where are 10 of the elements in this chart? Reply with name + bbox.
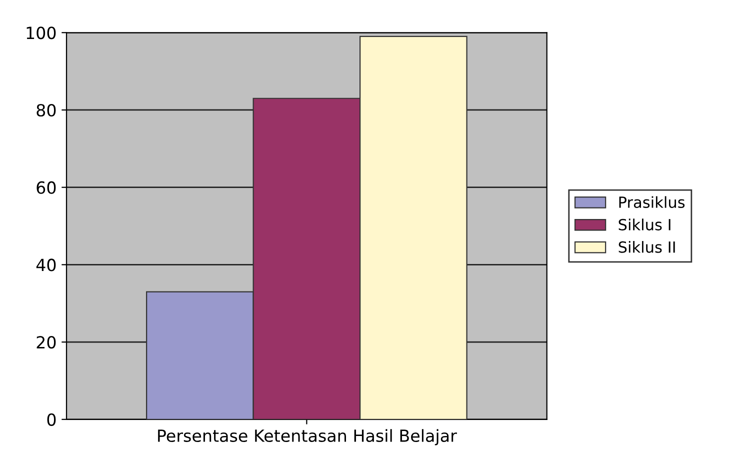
- y-tick-label: 40: [36, 258, 56, 272]
- legend-label: Prasiklus: [619, 196, 685, 208]
- y-tick-label: 0: [47, 413, 56, 426]
- legend-label: Siklus II: [618, 241, 675, 253]
- y-tick-label: 80: [36, 104, 56, 117]
- y-tick-label: 60: [36, 181, 56, 194]
- legend-label: Siklus I: [618, 218, 670, 230]
- x-tick-label: Persentase Ketentasan Hasil Belajar: [158, 429, 457, 446]
- y-tick-label: 100: [26, 26, 56, 40]
- y-tick-label: 20: [36, 336, 56, 349]
